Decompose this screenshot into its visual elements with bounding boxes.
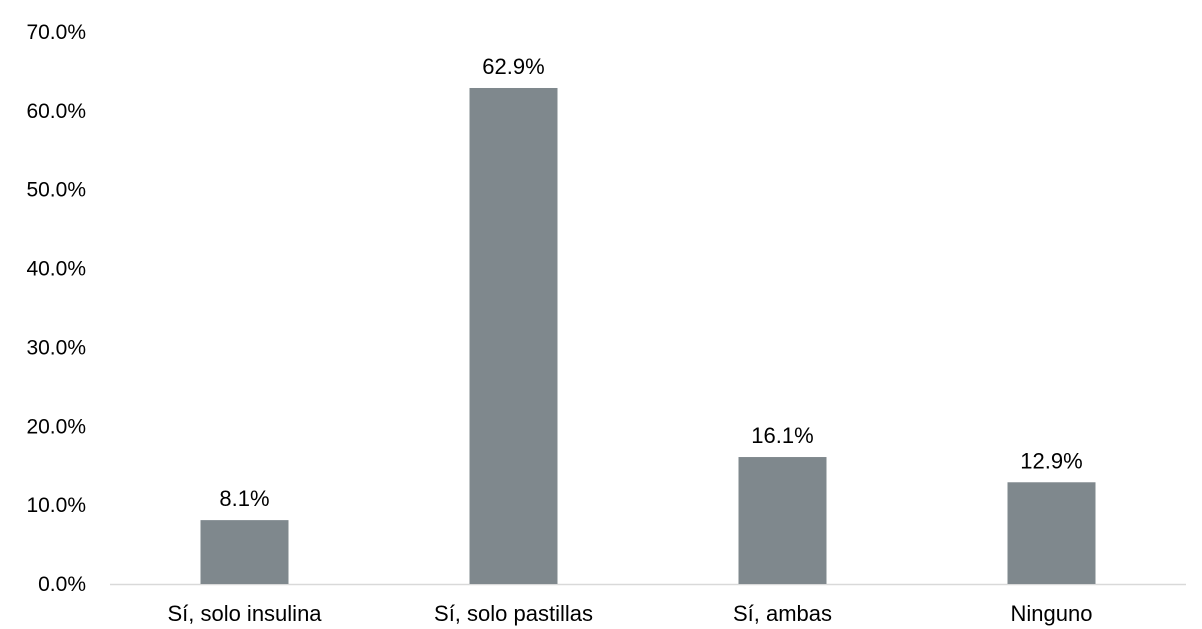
category-label: Sí, solo pastillas: [434, 601, 593, 626]
y-tick-label: 40.0%: [26, 258, 86, 281]
y-axis-tick-labels: 0.0% 10.0% 20.0% 30.0% 40.0% 50.0% 60.0% 70.0%: [26, 21, 86, 596]
data-label: 8.1%: [219, 486, 269, 511]
bar: [1007, 482, 1096, 584]
data-label: 62.9%: [482, 54, 544, 79]
y-tick-label: 20.0%: [26, 415, 86, 438]
bar: [200, 520, 289, 584]
category-label: Ninguno: [1011, 601, 1093, 626]
y-tick-label: 50.0%: [26, 179, 86, 202]
data-labels: 8.1% 62.9% 16.1% 12.9%: [219, 54, 1082, 511]
x-axis-category-labels: Sí, solo insulina Sí, solo pastillas Sí, a…: [167, 601, 1092, 626]
bars: [200, 87, 1096, 584]
category-label: Sí, solo insulina: [167, 601, 322, 626]
category-label: Sí, ambas: [733, 601, 832, 626]
y-tick-label: 0.0%: [38, 573, 86, 596]
y-tick-label: 70.0%: [26, 21, 86, 44]
data-label: 12.9%: [1020, 448, 1082, 473]
y-tick-label: 60.0%: [26, 100, 86, 123]
y-tick-label: 10.0%: [26, 494, 86, 517]
bar: [738, 457, 827, 584]
bar: [469, 87, 558, 584]
y-tick-label: 30.0%: [26, 336, 86, 359]
data-label: 16.1%: [751, 423, 813, 448]
